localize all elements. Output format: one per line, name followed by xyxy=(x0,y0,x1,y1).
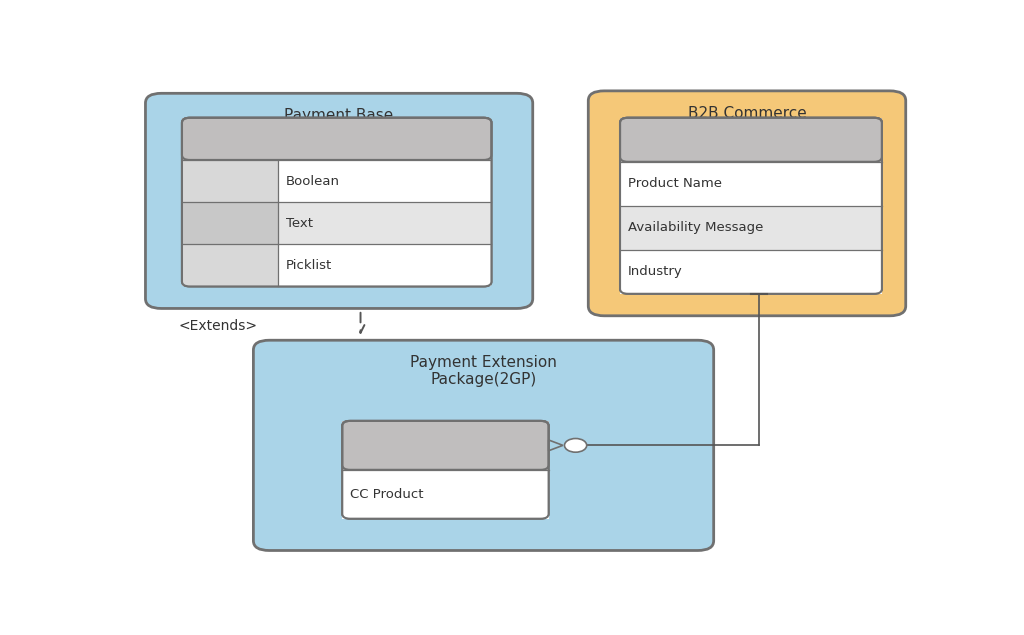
FancyBboxPatch shape xyxy=(182,117,492,160)
Text: <Extends>: <Extends> xyxy=(178,319,257,333)
FancyBboxPatch shape xyxy=(145,93,532,309)
FancyBboxPatch shape xyxy=(182,117,492,286)
Text: Product Name: Product Name xyxy=(628,177,722,190)
Text: Payment: Payment xyxy=(306,132,368,146)
FancyBboxPatch shape xyxy=(182,244,278,286)
FancyBboxPatch shape xyxy=(253,340,714,551)
Text: Boolean: Boolean xyxy=(286,175,340,187)
FancyBboxPatch shape xyxy=(620,162,882,206)
FancyBboxPatch shape xyxy=(588,91,905,316)
FancyBboxPatch shape xyxy=(342,421,549,470)
Text: Id: Id xyxy=(224,217,237,230)
FancyBboxPatch shape xyxy=(620,206,882,250)
Text: CC Product: CC Product xyxy=(350,488,424,501)
Text: Payment Extension
Package(2GP): Payment Extension Package(2GP) xyxy=(410,355,557,387)
FancyBboxPatch shape xyxy=(620,250,882,294)
Text: Is Due?: Is Due? xyxy=(206,175,254,187)
Text: Payment: Payment xyxy=(415,438,476,452)
FancyBboxPatch shape xyxy=(182,160,278,202)
FancyBboxPatch shape xyxy=(182,244,492,286)
FancyBboxPatch shape xyxy=(620,117,882,294)
Text: Industry: Industry xyxy=(628,265,683,278)
Circle shape xyxy=(564,439,587,452)
Text: Availability Message: Availability Message xyxy=(628,221,763,234)
FancyBboxPatch shape xyxy=(620,117,882,162)
FancyBboxPatch shape xyxy=(182,117,492,160)
Text: Payment Base
Package (2GP): Payment Base Package (2GP) xyxy=(284,108,394,140)
FancyBboxPatch shape xyxy=(182,202,492,244)
FancyBboxPatch shape xyxy=(342,421,549,470)
Text: CC Product: CC Product xyxy=(713,133,790,147)
Text: Picklist: Picklist xyxy=(286,259,332,272)
Text: Text: Text xyxy=(286,217,313,230)
FancyBboxPatch shape xyxy=(342,421,549,519)
Text: B2B Commerce
Package: B2B Commerce Package xyxy=(688,105,806,138)
FancyBboxPatch shape xyxy=(620,117,882,162)
Text: Status: Status xyxy=(209,259,251,272)
FancyBboxPatch shape xyxy=(182,202,278,244)
FancyBboxPatch shape xyxy=(182,160,492,202)
FancyBboxPatch shape xyxy=(342,470,549,519)
